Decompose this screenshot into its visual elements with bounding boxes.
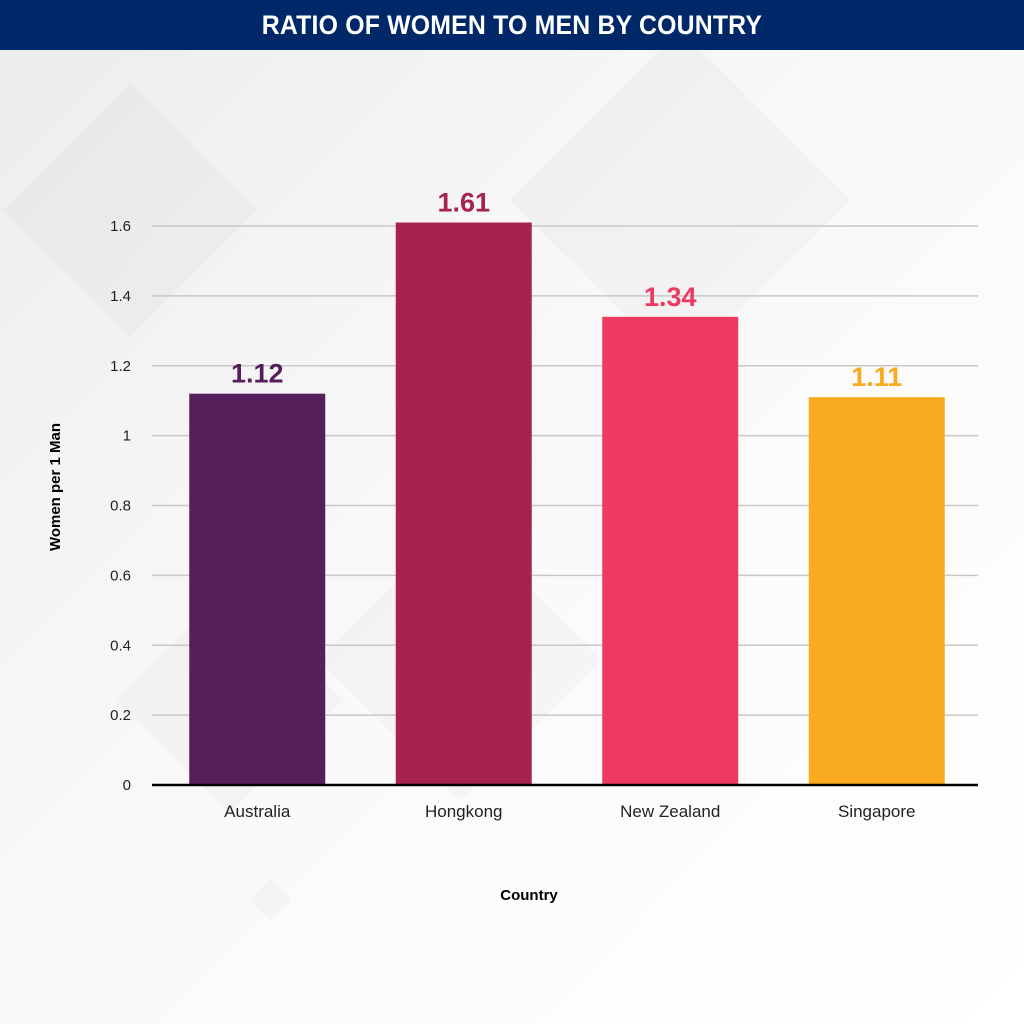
y-tick-label: 0.8 [110, 498, 131, 515]
y-tick-label: 1.2 [110, 358, 131, 375]
title-banner: RATIO OF WOMEN TO MEN BY COUNTRY [0, 0, 1024, 50]
data-label: 1.12 [231, 359, 284, 389]
y-tick-label: 1 [123, 428, 131, 445]
data-label: 1.11 [851, 362, 902, 392]
data-label: 1.34 [644, 282, 697, 312]
y-tick-label: 1.6 [110, 218, 131, 235]
y-tick-label: 0.4 [110, 637, 131, 654]
bar [395, 222, 532, 786]
x-tick-label: Australia [224, 802, 291, 821]
x-axis-categories: Australia Hongkong New Zealand Singapore [224, 802, 915, 821]
x-tick-label: New Zealand [620, 802, 720, 821]
y-tick-label: 0.2 [110, 707, 131, 724]
bar [189, 393, 326, 785]
chart-title: RATIO OF WOMEN TO MEN BY COUNTRY [261, 9, 763, 40]
value-labels: 1.12 1.61 1.34 1.11 [231, 188, 902, 393]
y-tick-label: 1.4 [110, 288, 131, 305]
y-tick-label: 0 [123, 777, 131, 794]
x-tick-label: Hongkong [425, 802, 503, 821]
bars [189, 222, 945, 786]
y-axis-title: Women per 1 Man [47, 423, 64, 551]
x-axis-title: Country [500, 887, 558, 904]
y-tick-label: 0.6 [110, 567, 131, 584]
bar [602, 316, 739, 785]
bar [808, 397, 945, 785]
data-label: 1.61 [437, 188, 490, 218]
y-axis-ticks: 0 0.2 0.4 0.6 0.8 1 1.2 1.4 1.6 [110, 218, 131, 794]
x-tick-label: Singapore [838, 802, 916, 821]
